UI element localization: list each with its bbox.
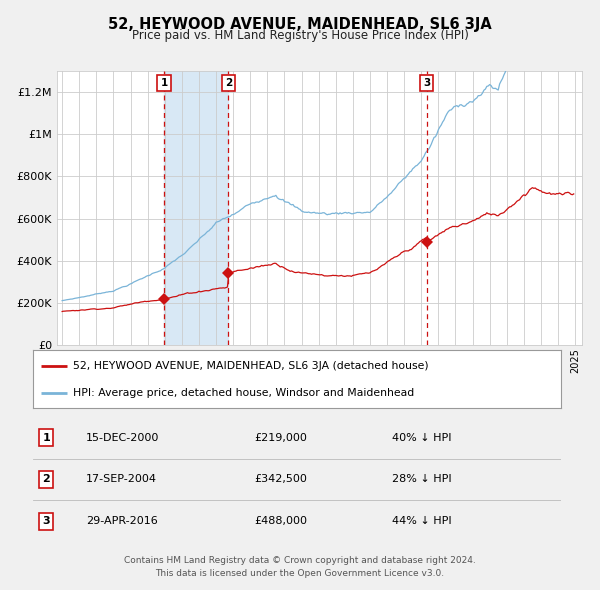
- Text: 40% ↓ HPI: 40% ↓ HPI: [392, 432, 452, 442]
- Text: 52, HEYWOOD AVENUE, MAIDENHEAD, SL6 3JA (detached house): 52, HEYWOOD AVENUE, MAIDENHEAD, SL6 3JA …: [73, 361, 428, 371]
- Text: 29-APR-2016: 29-APR-2016: [86, 516, 158, 526]
- Text: £342,500: £342,500: [255, 474, 308, 484]
- Text: 3: 3: [423, 78, 431, 88]
- Text: 15-DEC-2000: 15-DEC-2000: [86, 432, 159, 442]
- Text: 3: 3: [43, 516, 50, 526]
- Text: 17-SEP-2004: 17-SEP-2004: [86, 474, 157, 484]
- Text: 2: 2: [225, 78, 232, 88]
- Text: Contains HM Land Registry data © Crown copyright and database right 2024.: Contains HM Land Registry data © Crown c…: [124, 556, 476, 565]
- Text: £219,000: £219,000: [255, 432, 308, 442]
- Text: 52, HEYWOOD AVENUE, MAIDENHEAD, SL6 3JA: 52, HEYWOOD AVENUE, MAIDENHEAD, SL6 3JA: [108, 17, 492, 31]
- Text: 1: 1: [43, 432, 50, 442]
- Text: HPI: Average price, detached house, Windsor and Maidenhead: HPI: Average price, detached house, Wind…: [73, 388, 414, 398]
- Text: Price paid vs. HM Land Registry's House Price Index (HPI): Price paid vs. HM Land Registry's House …: [131, 29, 469, 42]
- Text: This data is licensed under the Open Government Licence v3.0.: This data is licensed under the Open Gov…: [155, 569, 445, 578]
- Text: 44% ↓ HPI: 44% ↓ HPI: [392, 516, 452, 526]
- Text: £488,000: £488,000: [255, 516, 308, 526]
- Text: 2: 2: [43, 474, 50, 484]
- Text: 28% ↓ HPI: 28% ↓ HPI: [392, 474, 452, 484]
- Text: 1: 1: [160, 78, 167, 88]
- Bar: [164, 71, 229, 345]
